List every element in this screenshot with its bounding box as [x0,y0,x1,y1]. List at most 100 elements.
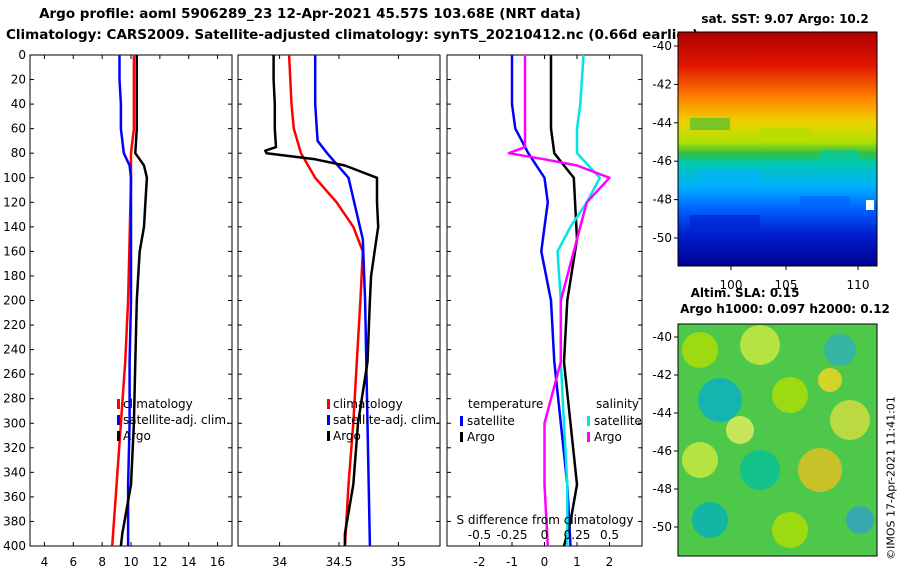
depth-tick-label: 40 [11,97,26,111]
lat-tick-label: -46 [652,154,672,168]
depth-tick-label: 180 [3,269,26,283]
legend-swatch [117,415,120,425]
series-line-climatology [110,55,136,547]
legend-swatch [460,416,463,426]
series-line-satellite-adj-clim- [118,55,133,546]
legend-swatch [587,432,590,442]
x-tick-label: 6 [69,555,77,569]
series-line-satellite-adj-clim- [313,55,372,547]
sst-patch [760,128,810,138]
legend-swatch [460,432,463,442]
depth-tick-label: 200 [3,294,26,308]
legend-swatch [117,431,120,441]
salinity-difference-tick-label: 0.25 [564,528,591,542]
series-line-salinity-argo [507,55,611,547]
depth-tick-label: 160 [3,244,26,258]
depth-tick-label: 100 [3,171,26,185]
sla-map-title-line2: Argo h1000: 0.097 h2000: 0.12 [680,302,890,316]
salinity-difference-tick-label: 0 [541,528,549,542]
salinity-difference-tick-label: 0.5 [600,528,619,542]
legend-entry: Argo [123,429,151,443]
legend-swatch [587,416,590,426]
lat-tick-label: -48 [652,193,672,207]
legend-swatch [327,415,330,425]
depth-tick-label: 120 [3,195,26,209]
sla-blob [824,334,856,366]
legend-entry: satellite [467,414,515,428]
x-tick-label: 4 [41,555,49,569]
sst-map-frame [677,31,878,267]
lat-tick-label: -50 [652,520,672,534]
sla-blob [692,502,728,538]
x-tick-label: 16 [210,555,225,569]
depth-tick-label: 300 [3,416,26,430]
x-tick-label: -2 [474,555,486,569]
series-line-temperature-satellite [510,55,572,547]
sst-map [677,31,878,267]
plot-panel-1 [237,54,441,547]
sst-patch [690,118,730,130]
depth-tick-label: 340 [3,465,26,479]
depth-tick-label: 20 [11,73,26,87]
depth-tick-label: 380 [3,514,26,528]
sla-blob [740,450,780,490]
salinity-difference-tick-label: -0.25 [496,528,527,542]
sla-blob [818,368,842,392]
depth-tick-label: 240 [3,343,26,357]
x-tick-label: 2 [606,555,614,569]
x-tick-label: 1 [573,555,581,569]
lat-tick-label: -42 [652,368,672,382]
x-tick-label: 8 [98,555,106,569]
legend-entry: climatology [333,397,403,411]
legend-entry: Argo [333,429,361,443]
x-tick-label: 34 [272,555,287,569]
sla-blob [740,325,780,365]
lat-tick-label: -50 [652,231,672,245]
legend-title-temperature: temperature [468,397,543,411]
depth-tick-label: 80 [11,146,26,160]
x-tick-label: 10 [123,555,138,569]
series-line-temperature-argo [549,55,579,547]
sla-blob [830,400,870,440]
x-tick-label: 12 [152,555,167,569]
x-tick-label: 35 [391,555,406,569]
legend-swatch [117,399,120,409]
lat-tick-label: -40 [652,39,672,53]
sst-patch [690,215,760,229]
lat-tick-label: -42 [652,77,672,91]
depth-tick-label: 360 [3,490,26,504]
lat-tick-label: -40 [652,330,672,344]
sla-blob [798,448,842,492]
legend-swatch [327,399,330,409]
sla-blob [682,332,718,368]
sst-map-title: sat. SST: 9.07 Argo: 10.2 [701,12,869,26]
legend-entry: Argo [467,430,495,444]
figure-title-line2: Climatology: CARS2009. Satellite-adjuste… [6,27,699,43]
series-line-argo [264,55,380,546]
sla-blob [772,377,808,413]
lat-tick-label: -44 [652,116,672,130]
series-line-salinity-satellite [556,54,602,546]
sla-blob [698,378,742,422]
figure-title-line1: Argo profile: aoml 5906289_23 12-Apr-202… [39,6,581,22]
sla-blob [726,416,754,444]
x-tick-label: 34.5 [326,555,353,569]
depth-tick-label: 60 [11,122,26,136]
depth-tick-label: 220 [3,318,26,332]
land-mask [866,200,874,210]
lon-tick-label: 100 [720,278,743,292]
depth-tick-label: 0 [18,48,26,62]
sst-patch [700,170,760,186]
series-line-climatology [287,54,365,547]
sla-blob [846,506,874,534]
sst-patch [820,150,860,164]
x-tick-label: -1 [506,555,518,569]
legend-swatch [327,431,330,441]
salinity-difference-axis-label: S difference from climatology [457,513,634,527]
depth-tick-label: 400 [3,539,26,553]
legend-entry: satellite [594,414,642,428]
sla-blob [682,442,718,478]
lon-tick-label: 110 [847,278,870,292]
sst-patch [800,196,850,208]
